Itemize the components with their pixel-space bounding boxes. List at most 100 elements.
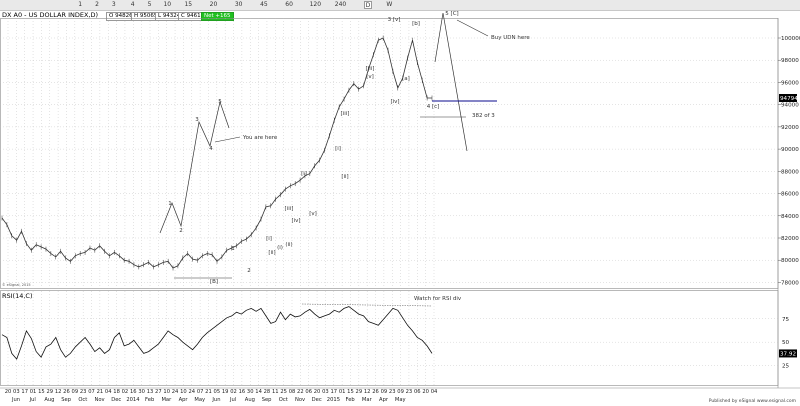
date-tick-label: 25 [280, 389, 287, 395]
note-watch-rsi-div: Watch for RSI div [414, 296, 462, 302]
y-tick-label: 80000 [781, 258, 799, 264]
date-tick-label: 10 [180, 389, 187, 395]
date-tick-label: 24 [172, 389, 179, 395]
wave-label: [ii] [268, 250, 275, 256]
date-tick-label: 22 [297, 389, 304, 395]
interval-button-w[interactable]: W [386, 1, 393, 8]
annotations: 3 [v] [b] 5 [C] [iii] [v] [a] [iv] 4 [c] [iii] [i… [159, 11, 530, 302]
wave-label: [iii] [285, 206, 294, 212]
date-tick-label: 10 [163, 389, 170, 395]
month-label: Oct [279, 397, 288, 403]
wave-label: [iii] [366, 66, 375, 72]
wave-label: 3 [v] [388, 17, 401, 23]
date-tick-label: 03 [13, 389, 20, 395]
note-buy-udn: Buy UDN here [491, 35, 530, 41]
interval-button-120[interactable]: 120 [309, 1, 322, 8]
interval-button-1[interactable]: 1 [78, 1, 83, 8]
interval-button-45[interactable]: 45 [260, 1, 268, 8]
date-tick-label: 09 [72, 389, 79, 395]
rsi-title: RSI(14,C) [2, 292, 33, 300]
date-tick-label: 06 [305, 389, 312, 395]
y-tick-label: 98000 [781, 58, 799, 64]
y-tick-label: 82000 [781, 236, 799, 242]
date-tick-label: 20 [5, 389, 12, 395]
wave-label: (ii) [285, 242, 292, 248]
y-tick-label: 88000 [781, 169, 799, 175]
projection-wave-path [159, 100, 230, 234]
month-label: May [395, 397, 406, 403]
month-label: Nov [94, 397, 104, 403]
rsi-tick-label: 25 [782, 364, 790, 370]
y-tick-label: 86000 [781, 192, 799, 198]
date-tick-label: 29 [46, 389, 53, 395]
interval-button-5[interactable]: 5 [147, 1, 152, 8]
date-tick-label: 01 [30, 389, 37, 395]
wave-label: [B] [210, 279, 218, 285]
date-tick-label: 20 [422, 389, 429, 395]
date-tick-label: 30 [247, 389, 254, 395]
rsi-panel [1, 303, 433, 360]
wave-label: 2 [247, 268, 251, 274]
month-label: 2015 [327, 397, 340, 403]
footer-credit: Published by eSignal www.esignal.com [708, 399, 796, 404]
wave-label: [i] [301, 171, 307, 177]
wave-label: 1 [231, 246, 235, 252]
y-tick-label: 94000 [781, 103, 799, 109]
interval-button-20[interactable]: 20 [209, 1, 218, 8]
last-rsi-label: 37.92 [780, 351, 796, 357]
date-tick-label: 11 [272, 389, 279, 395]
month-label: Jun [11, 397, 20, 403]
y-tick-label: 90000 [781, 147, 799, 153]
wave-label: [i] [266, 236, 272, 242]
y-tick-label: 92000 [781, 125, 799, 131]
y-tick-label: 84000 [781, 214, 799, 220]
date-tick-label: 09 [397, 389, 404, 395]
date-tick-label: 28 [264, 389, 271, 395]
month-label: Feb [346, 397, 356, 403]
interval-button-2[interactable]: 2 [95, 1, 99, 8]
date-tick-label: 26 [372, 389, 379, 395]
date-tick-label: 16 [130, 389, 137, 395]
date-tick-label: 29 [356, 389, 363, 395]
month-label: Jul [229, 397, 236, 403]
date-tick-label: 21 [205, 389, 212, 395]
interval-button-4[interactable]: 4 [130, 1, 135, 8]
interval-button-d[interactable]: D [363, 1, 372, 9]
date-tick-label: 15 [38, 389, 45, 395]
wave-label: [iv] [390, 99, 399, 105]
last-rsi-box [779, 349, 797, 358]
you-are-here-pointer [214, 136, 241, 143]
y-tick-label: 96000 [781, 80, 799, 86]
date-tick-label: 05 [214, 389, 221, 395]
interval-button-15[interactable]: 15 [184, 1, 193, 8]
wave-label: [b] [412, 21, 420, 27]
note-you-are-here: You are here [242, 135, 278, 141]
date-tick-label: 08 [289, 389, 296, 395]
interval-button-240[interactable]: 240 [334, 1, 347, 8]
date-tick-label: 03 [322, 389, 329, 395]
interval-button-30[interactable]: 30 [234, 1, 243, 8]
wave-label: [a] [402, 76, 410, 82]
y-tick-label: 100000 [781, 36, 800, 42]
wave-label: 2 [179, 228, 183, 234]
month-label: Jul [29, 397, 36, 403]
wave-label: 4 [c] [427, 104, 440, 110]
rsi-tick-label: 50 [782, 340, 790, 346]
wave-label: [v] [309, 211, 317, 217]
month-label: Mar [362, 397, 373, 403]
date-tick-label: 07 [88, 389, 95, 395]
interval-button-3[interactable]: 3 [111, 1, 116, 8]
buy-udn-pointer [456, 19, 489, 37]
rsi-divergence-line [301, 303, 433, 307]
month-label: Aug [245, 397, 255, 403]
date-tick-label: 21 [97, 389, 104, 395]
month-label: Apr [379, 397, 389, 403]
rsi-tick-label: 75 [782, 317, 790, 323]
date-tick-label: 27 [155, 389, 162, 395]
interval-button-10[interactable]: 10 [163, 1, 172, 8]
wave-label: [i] [335, 146, 341, 152]
interval-button-60[interactable]: 60 [285, 1, 293, 8]
date-tick-label: 04 [431, 389, 438, 395]
